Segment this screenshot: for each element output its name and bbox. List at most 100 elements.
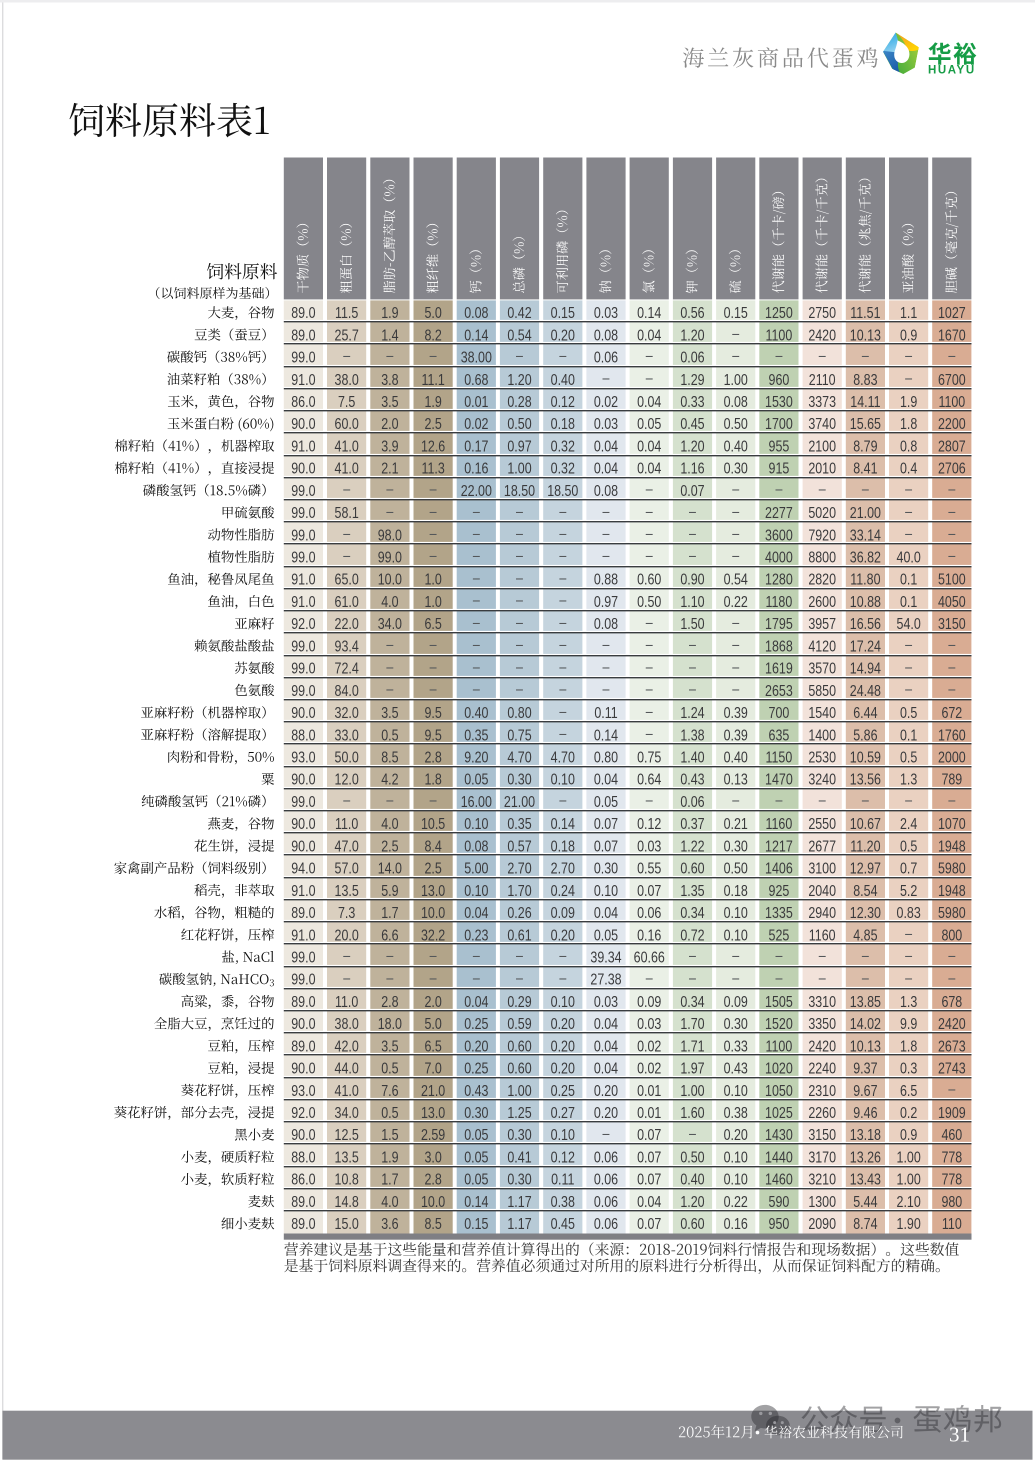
- svg-text:0.5: 0.5: [900, 749, 917, 767]
- svg-text:–: –: [948, 525, 955, 543]
- svg-text:0.07: 0.07: [637, 1127, 661, 1145]
- svg-text:10.8: 10.8: [335, 1171, 359, 1189]
- svg-text:1.90: 1.90: [897, 1216, 921, 1234]
- svg-text:5980: 5980: [938, 860, 966, 878]
- svg-text:–: –: [646, 703, 653, 721]
- svg-text:0.10: 0.10: [724, 1149, 748, 1167]
- svg-text:0.05: 0.05: [464, 1127, 488, 1145]
- svg-text:–: –: [603, 525, 610, 543]
- svg-text:–: –: [646, 659, 653, 677]
- svg-text:1.97: 1.97: [680, 1060, 704, 1078]
- svg-text:0.03: 0.03: [637, 1016, 661, 1034]
- svg-text:0.40: 0.40: [680, 1171, 704, 1189]
- svg-text:1.00: 1.00: [724, 372, 748, 390]
- svg-text:91.0: 91.0: [291, 594, 315, 612]
- svg-text:2040: 2040: [808, 883, 836, 901]
- svg-text:0.34: 0.34: [680, 994, 704, 1012]
- svg-text:–: –: [732, 970, 739, 988]
- svg-text:–: –: [862, 481, 869, 499]
- svg-text:3.0: 3.0: [424, 1149, 441, 1167]
- svg-text:1948: 1948: [938, 883, 966, 901]
- svg-text:0.07: 0.07: [637, 1149, 661, 1167]
- svg-text:–: –: [905, 970, 912, 988]
- svg-text:–: –: [473, 659, 480, 677]
- svg-text:99.0: 99.0: [291, 683, 315, 701]
- svg-text:0.07: 0.07: [594, 816, 618, 834]
- svg-text:0.18: 0.18: [551, 838, 575, 856]
- svg-text:–: –: [732, 547, 739, 565]
- svg-text:0.80: 0.80: [594, 749, 618, 767]
- svg-text:90.0: 90.0: [291, 1016, 315, 1034]
- svg-text:34.0: 34.0: [378, 616, 402, 634]
- svg-text:0.56: 0.56: [680, 305, 704, 323]
- svg-text:–: –: [343, 970, 350, 988]
- svg-text:89.0: 89.0: [291, 1038, 315, 1056]
- svg-text:0.03: 0.03: [594, 416, 618, 434]
- svg-text:–: –: [430, 547, 437, 565]
- svg-text:0.33: 0.33: [680, 394, 704, 412]
- svg-text:0.97: 0.97: [594, 594, 618, 612]
- svg-text:110: 110: [942, 1216, 962, 1234]
- svg-text:16.00: 16.00: [461, 794, 492, 812]
- svg-text:–: –: [603, 503, 610, 521]
- svg-text:1670: 1670: [938, 327, 966, 345]
- svg-text:0.32: 0.32: [551, 438, 575, 456]
- svg-text:1540: 1540: [808, 705, 836, 723]
- svg-text:99.0: 99.0: [291, 349, 315, 367]
- svg-text:0.07: 0.07: [594, 838, 618, 856]
- svg-text:21.0: 21.0: [421, 1083, 445, 1101]
- svg-text:0.50: 0.50: [680, 1149, 704, 1167]
- svg-text:8.74: 8.74: [853, 1216, 877, 1234]
- svg-text:4120: 4120: [808, 638, 836, 656]
- svg-text:0.72: 0.72: [680, 927, 704, 945]
- svg-text:–: –: [430, 947, 437, 965]
- svg-text:0.01: 0.01: [637, 1083, 661, 1101]
- svg-text:14.0: 14.0: [378, 860, 402, 878]
- svg-text:0.59: 0.59: [507, 1016, 531, 1034]
- svg-text:–: –: [732, 792, 739, 810]
- svg-text:39.34: 39.34: [590, 949, 621, 967]
- svg-text:3.5: 3.5: [381, 705, 398, 723]
- svg-text:9.67: 9.67: [853, 1083, 877, 1101]
- svg-text:0.14: 0.14: [464, 1194, 488, 1212]
- svg-text:1.9: 1.9: [381, 305, 398, 323]
- svg-text:0.04: 0.04: [464, 905, 488, 923]
- svg-text:–: –: [819, 347, 826, 365]
- svg-text:0.26: 0.26: [507, 905, 531, 923]
- svg-text:0.08: 0.08: [724, 394, 748, 412]
- svg-text:1.8: 1.8: [424, 771, 441, 789]
- svg-text:0.30: 0.30: [507, 1127, 531, 1145]
- svg-text:0.04: 0.04: [594, 905, 618, 923]
- svg-text:–: –: [559, 525, 566, 543]
- svg-text:16.56: 16.56: [850, 616, 881, 634]
- svg-text:2.70: 2.70: [551, 860, 575, 878]
- svg-text:–: –: [343, 947, 350, 965]
- svg-text:0.14: 0.14: [594, 727, 618, 745]
- svg-text:0.06: 0.06: [680, 794, 704, 812]
- svg-text:–: –: [386, 970, 393, 988]
- svg-text:0.20: 0.20: [551, 327, 575, 345]
- svg-text:0.11: 0.11: [594, 705, 617, 723]
- svg-text:–: –: [905, 481, 912, 499]
- svg-text:–: –: [905, 681, 912, 699]
- svg-text:–: –: [559, 347, 566, 365]
- svg-text:3600: 3600: [765, 527, 793, 545]
- svg-text:1050: 1050: [765, 1083, 793, 1101]
- svg-text:1335: 1335: [765, 905, 793, 923]
- svg-text:1.00: 1.00: [680, 1083, 704, 1101]
- svg-text:54.0: 54.0: [897, 616, 921, 634]
- svg-text:0.08: 0.08: [594, 616, 618, 634]
- svg-text:0.4: 0.4: [900, 460, 917, 478]
- svg-text:–: –: [430, 681, 437, 699]
- svg-text:1.20: 1.20: [680, 1194, 704, 1212]
- svg-text:9.46: 9.46: [853, 1105, 877, 1123]
- svg-text:0.10: 0.10: [594, 883, 618, 901]
- svg-text:1100: 1100: [766, 1038, 793, 1056]
- svg-text:18.50: 18.50: [547, 483, 578, 501]
- svg-text:2.5: 2.5: [381, 838, 398, 856]
- svg-text:12.30: 12.30: [850, 905, 881, 923]
- svg-text:0.30: 0.30: [724, 460, 748, 478]
- svg-text:60.0: 60.0: [335, 416, 359, 434]
- svg-text:0.42: 0.42: [507, 305, 531, 323]
- svg-text:13.26: 13.26: [850, 1149, 881, 1167]
